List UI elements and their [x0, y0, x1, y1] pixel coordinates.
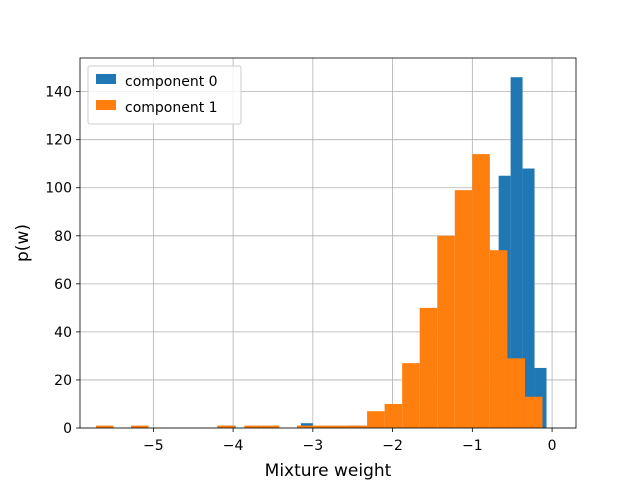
bar-series-1-bin-10 [384, 403, 403, 428]
bar-series-1-bin-5 [296, 425, 315, 428]
x-tick-label: −5 [143, 438, 164, 454]
bar-series-0-bin-5 [522, 168, 535, 429]
bar-series-1-bin-6 [314, 425, 332, 428]
bar-series-1-bin-4 [261, 425, 280, 428]
axis-labels: Mixture weight p(w) [13, 224, 392, 480]
plot-frame [79, 57, 577, 429]
y-axis-title: p(w) [13, 224, 33, 262]
bar-series-0-bin-4 [510, 77, 523, 429]
bar-series-1-bin-12 [419, 307, 438, 428]
bar-series-1-bin-16 [489, 250, 508, 428]
y-tick-label: 140 [45, 85, 72, 101]
bar-series-1-bin-14 [454, 190, 473, 428]
legend-label-component-0: component 0 [125, 74, 218, 90]
bar-series-1-bin-17 [507, 358, 525, 428]
legend-swatch-component-0 [96, 74, 116, 84]
bar-series-1-bin-18 [524, 396, 543, 428]
x-tick-label: −2 [382, 438, 403, 454]
bar-series-1-bin-9 [367, 411, 385, 428]
bar-series-1-bin-11 [402, 363, 420, 428]
bar-series-1-bin-2 [217, 425, 235, 428]
y-tick-label: 40 [54, 325, 72, 341]
bar-series-1-bin-8 [349, 425, 368, 428]
bar-series-1-bin-1 [131, 425, 149, 428]
axis-ticks: −5 −4 −3 −2 −1 0 0 20 40 60 80 100 120 140 [45, 85, 556, 454]
legend-label-component-1: component 1 [125, 100, 218, 116]
y-tick-label: 80 [54, 229, 72, 245]
x-tick-label: −3 [303, 438, 324, 454]
bar-series-1-bin-15 [472, 154, 490, 429]
y-tick-label: 0 [63, 421, 72, 437]
bar-series-1-bin-7 [331, 425, 350, 428]
x-tick-label: −4 [223, 438, 244, 454]
legend: component 0 component 1 [87, 65, 242, 125]
bar-series-1-bin-3 [244, 425, 262, 428]
bar-series-1-bin-13 [437, 235, 455, 428]
y-tick-label: 100 [45, 181, 72, 197]
histogram-bars [95, 77, 547, 429]
y-tick-label: 120 [45, 133, 72, 149]
x-tick-label: 0 [548, 438, 557, 454]
legend-box [87, 65, 242, 125]
y-tick-label: 20 [54, 373, 72, 389]
x-axis-title: Mixture weight [265, 461, 392, 480]
y-tick-label: 60 [54, 277, 72, 293]
bar-series-1-bin-0 [95, 425, 114, 428]
x-tick-label: −1 [462, 438, 483, 454]
legend-swatch-component-1 [96, 100, 116, 110]
